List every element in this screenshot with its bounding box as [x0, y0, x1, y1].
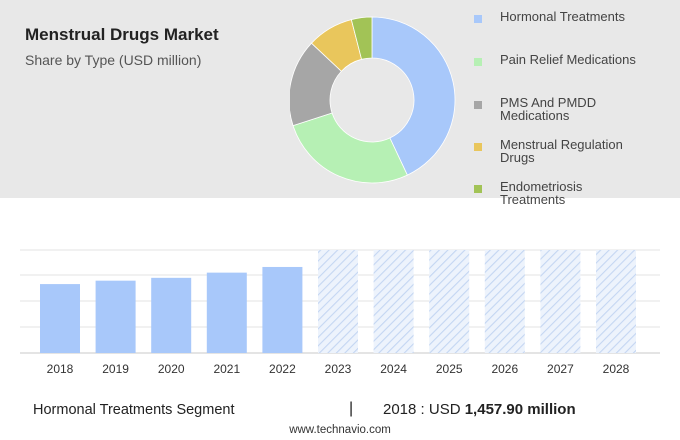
bar-2021	[206, 272, 247, 353]
x-tick-label: 2020	[158, 362, 185, 376]
x-tick-label: 2019	[102, 362, 129, 376]
forecast-bar-2024	[373, 250, 414, 353]
x-tick-label: 2024	[380, 362, 407, 376]
x-tick-label: 2021	[213, 362, 240, 376]
forecast-bar-2027	[540, 250, 581, 353]
forecast-bar-2028	[596, 250, 636, 353]
segment-amount: 1,457.90 million	[464, 401, 576, 418]
legend-label: Pain Relief Medications	[500, 52, 636, 67]
segment-year: 2018 : USD	[383, 401, 461, 418]
chart-title: Menstrual Drugs Market	[25, 25, 219, 44]
segment-value: 2018 : USD 1,457.90 million	[383, 401, 576, 418]
x-tick-label: 2027	[547, 362, 574, 376]
bar-2022	[262, 266, 303, 353]
legend-swatch	[474, 15, 482, 23]
bar-2019	[95, 280, 136, 353]
x-tick-label: 2018	[47, 362, 74, 376]
donut-slice-pain-relief-medications	[292, 112, 408, 184]
legend-swatch	[474, 58, 482, 66]
forecast-bar-2023	[318, 250, 358, 353]
donut-chart	[290, 16, 456, 184]
bar-chart: 2018 2019 2020 2021 2022 2023 2024 2025 2026 2027…	[20, 249, 660, 376]
bar-2018	[40, 284, 80, 353]
forecast-bar-2025	[429, 250, 470, 353]
legend-label: Menstrual Regulation Drugs	[500, 137, 623, 165]
bar-2020	[151, 277, 192, 353]
legend-label: Hormonal Treatments	[500, 9, 625, 24]
source-link[interactable]: www.technavio.com	[289, 424, 391, 436]
legend-swatch	[474, 101, 482, 109]
x-tick-label: 2022	[269, 362, 296, 376]
segment-label: Hormonal Treatments Segment	[33, 402, 235, 418]
x-tick-label: 2023	[325, 362, 352, 376]
donut-slice-endometriosis-treatments	[350, 16, 373, 60]
x-tick-label: 2028	[603, 362, 630, 376]
x-tick-label: 2025	[436, 362, 463, 376]
legend-label: PMS And PMDD Medications	[500, 95, 597, 123]
chart-subtitle: Share by Type (USD million)	[25, 52, 202, 68]
footer-separator: |	[349, 400, 354, 417]
forecast-bar-2026	[484, 250, 525, 353]
legend-label: Endometriosis Treatments	[500, 179, 583, 207]
donut-slice-hormonal-treatments	[371, 16, 456, 176]
legend-swatch	[474, 143, 482, 151]
legend-swatch	[474, 185, 482, 193]
x-tick-label: 2026	[491, 362, 518, 376]
